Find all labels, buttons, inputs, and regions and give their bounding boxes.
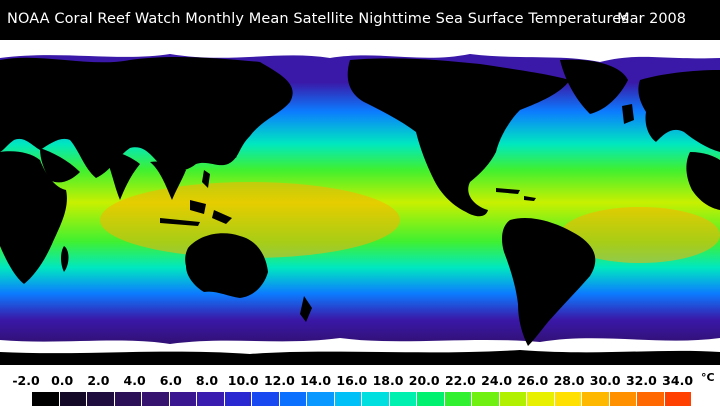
legend-swatch (279, 392, 307, 406)
india (100, 150, 140, 200)
west-africa (686, 152, 720, 210)
map-date: Mar 2008 (617, 11, 686, 27)
legend-tick-label: 28.0 (553, 373, 585, 388)
sst-map (0, 40, 720, 365)
legend-swatch (444, 392, 472, 406)
legend-tick-label: 14.0 (300, 373, 332, 388)
legend-tick-label: 22.0 (444, 373, 476, 388)
legend-swatch (527, 392, 555, 406)
legend-swatch (307, 392, 335, 406)
legend-swatch (609, 392, 637, 406)
legend-swatch (417, 392, 445, 406)
legend-tick-label: 20.0 (408, 373, 440, 388)
atlantic-warm-pool (560, 207, 720, 263)
legend-swatch (32, 392, 60, 406)
south-america (502, 217, 596, 346)
legend-tick-label: 0.0 (51, 373, 74, 388)
legend-tick-label: 8.0 (195, 373, 219, 388)
legend-swatch (582, 392, 610, 406)
legend-tick-label: 26.0 (517, 373, 549, 388)
legend-swatch (169, 392, 197, 406)
caribbean-islands (496, 188, 536, 201)
legend-swatch (554, 392, 582, 406)
legend-swatch (389, 392, 417, 406)
legend-swatch (637, 392, 665, 406)
legend-swatch (362, 392, 390, 406)
arabia (40, 148, 80, 183)
legend-swatch (114, 392, 142, 406)
legend-unit: °C (701, 371, 715, 384)
eurasia (0, 56, 293, 178)
legend-tick-label: 6.0 (159, 373, 182, 388)
new-zealand (300, 296, 312, 322)
arctic-ice (0, 40, 720, 62)
legend-swatch (252, 392, 280, 406)
legend-swatch (664, 392, 692, 406)
legend-swatch (224, 392, 252, 406)
legend-tick-label: 30.0 (589, 373, 621, 388)
greenland (560, 59, 628, 114)
legend-swatch (472, 392, 500, 406)
australia (185, 233, 268, 298)
antarctica (0, 350, 720, 365)
southeast-asia (150, 161, 186, 200)
madagascar (61, 246, 69, 272)
legend-swatch (87, 392, 115, 406)
legend-swatch (142, 392, 170, 406)
legend-swatch (499, 392, 527, 406)
north-america (347, 58, 570, 217)
legend-tick-label: 16.0 (336, 373, 368, 388)
map-title: NOAA Coral Reef Watch Monthly Mean Satel… (7, 11, 629, 27)
europe (638, 70, 720, 152)
color-legend: -2.0 0.0 2.0 4.0 6.0 8.0 10.0 12.0 14.0 16.0 18.0 2… (0, 365, 720, 411)
british-isles (622, 104, 634, 124)
legend-tick-label: 32.0 (625, 373, 657, 388)
africa (0, 151, 67, 284)
legend-tick-label: 18.0 (372, 373, 404, 388)
legend-tick-label: 34.0 (662, 373, 694, 388)
legend-swatch (197, 392, 225, 406)
indonesia (160, 170, 232, 226)
legend-colorbar (32, 392, 692, 406)
legend-swatch (334, 392, 362, 406)
indo-pacific-warm-pool (100, 182, 400, 258)
legend-tick-label: 10.0 (227, 373, 259, 388)
japan (230, 132, 239, 158)
legend-swatch (59, 392, 87, 406)
title-bar: NOAA Coral Reef Watch Monthly Mean Satel… (0, 0, 720, 40)
legend-tick-label: 2.0 (87, 373, 110, 388)
legend-tick-label: 12.0 (263, 373, 295, 388)
legend-tick-label: 24.0 (481, 373, 513, 388)
legend-tick-label: 4.0 (123, 373, 146, 388)
legend-tick-label: -2.0 (12, 373, 40, 388)
